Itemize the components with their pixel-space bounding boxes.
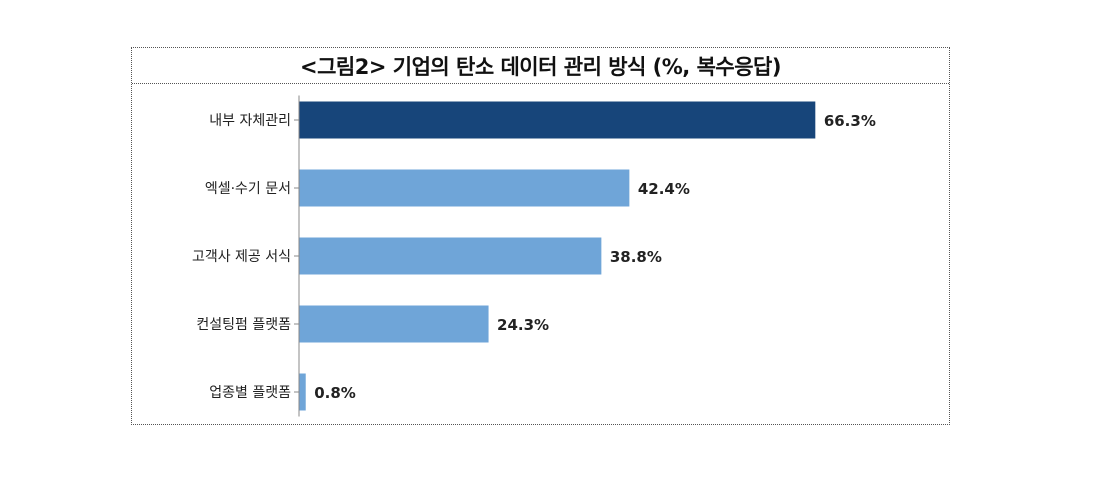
category-label: 내부 자체관리 xyxy=(209,113,291,129)
bar-5 xyxy=(299,373,306,411)
data-label: 42.4% xyxy=(638,180,690,198)
chart-title: <그림2> 기업의 탄소 데이터 관리 방식 (%, 복수응답) xyxy=(300,54,781,79)
category-label: 컨설팅펌 플랫폼 xyxy=(196,317,291,333)
bar-1 xyxy=(299,101,816,139)
category-label: 업종별 플랫폼 xyxy=(209,385,291,401)
bar-2 xyxy=(299,169,630,207)
chart-title-bar: <그림2> 기업의 탄소 데이터 관리 방식 (%, 복수응답) xyxy=(132,48,949,84)
category-label: 고객사 제공 서식 xyxy=(192,249,291,265)
bar-3 xyxy=(299,237,602,275)
data-label: 24.3% xyxy=(497,316,549,334)
chart-frame: <그림2> 기업의 탄소 데이터 관리 방식 (%, 복수응답) xyxy=(131,47,950,425)
bar-4 xyxy=(299,305,489,343)
data-label: 0.8% xyxy=(314,384,356,402)
data-label: 38.8% xyxy=(610,248,662,266)
category-label: 엑셀·수기 문서 xyxy=(205,181,291,197)
data-label: 66.3% xyxy=(824,112,876,130)
